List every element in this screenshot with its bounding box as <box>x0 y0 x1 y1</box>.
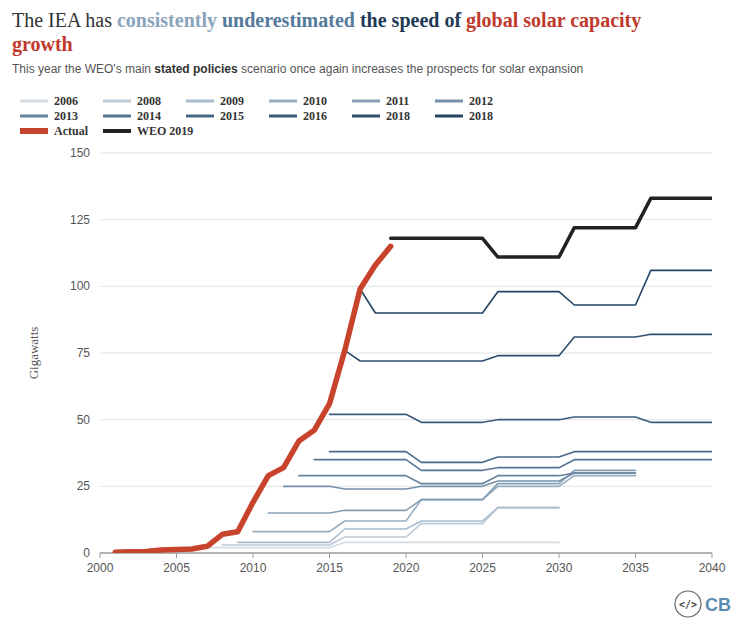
x-tick-label: 2040 <box>699 561 726 575</box>
chart: 0 25 50 75 100 125 150 2000 2005 2010 2015 2020 2025… <box>0 0 755 633</box>
x-tick <box>100 553 101 558</box>
x-tick-label: 2005 <box>163 561 190 575</box>
y-tick-label: 0 <box>83 546 90 560</box>
legend-swatch <box>186 115 214 118</box>
y-tick-label: 50 <box>77 413 91 427</box>
title-highlight: the speed of <box>360 9 461 31</box>
logo-text: CB <box>705 595 731 615</box>
grid-line <box>100 419 712 420</box>
y-tick-label: 100 <box>70 279 90 293</box>
legend-swatch <box>20 128 48 134</box>
logo-circle <box>675 591 701 617</box>
subtitle: This year the WEO's main stated policies… <box>12 62 742 76</box>
x-tick <box>253 553 254 558</box>
title-highlight: consistently <box>117 9 217 31</box>
series-line <box>330 452 713 463</box>
series-line <box>115 246 390 552</box>
subtitle-text: scenario once again increases the prospe… <box>238 62 584 76</box>
x-tick-label: 2000 <box>87 561 114 575</box>
y-tick-label: 150 <box>70 146 90 160</box>
x-tick-label: 2015 <box>316 561 343 575</box>
logo-code: </> <box>679 599 697 610</box>
legend-label: 2010 <box>303 94 327 108</box>
legend-swatch <box>186 100 214 103</box>
grid-line <box>100 353 712 354</box>
series-line <box>268 470 635 513</box>
y-tick-label: 25 <box>77 479 91 493</box>
legend-label: 2013 <box>54 109 78 123</box>
grid-line <box>100 153 712 154</box>
y-axis-label: Gigawatts <box>26 327 41 380</box>
legend-label: 2009 <box>220 94 244 108</box>
legend-label: 2006 <box>54 94 78 108</box>
grid-line <box>100 486 712 487</box>
x-tick <box>329 553 330 558</box>
series-line <box>345 334 712 361</box>
subtitle-emphasis: stated policies <box>154 62 237 76</box>
title-highlight: underestimated <box>222 9 355 31</box>
legend-swatch <box>269 100 297 103</box>
x-tick-label: 2010 <box>240 561 267 575</box>
x-tick <box>712 553 713 558</box>
title: The IEA has consistently underestimated … <box>12 8 652 56</box>
legend-swatch <box>103 115 131 118</box>
legend-label: 2014 <box>137 109 161 123</box>
x-tick <box>406 553 407 558</box>
legend-label: 2011 <box>386 94 409 108</box>
legend-swatch <box>20 100 48 103</box>
series-line <box>284 473 636 489</box>
x-tick <box>482 553 483 558</box>
x-tick-label: 2035 <box>622 561 649 575</box>
series-line <box>360 270 712 313</box>
legend-swatch <box>103 100 131 103</box>
y-tick-label: 125 <box>70 213 90 227</box>
legend-swatch <box>352 100 380 103</box>
title-text <box>355 9 360 31</box>
legend-label: 2012 <box>469 94 493 108</box>
legend-label: 2016 <box>303 109 327 123</box>
x-tick-label: 2020 <box>393 561 420 575</box>
x-tick <box>176 553 177 558</box>
series-line <box>299 473 636 484</box>
legend-label: Actual <box>54 124 89 138</box>
x-tick <box>559 553 560 558</box>
series-line <box>330 414 713 422</box>
legend-swatch <box>20 115 48 118</box>
title-text: The IEA has <box>12 9 117 31</box>
subtitle-text: This year the WEO's main <box>12 62 154 76</box>
legend-label: WEO 2019 <box>137 124 193 138</box>
title-text <box>461 9 466 31</box>
legend-label: 2018 <box>469 109 493 123</box>
y-tick-label: 75 <box>77 346 91 360</box>
legend-swatch <box>269 115 297 118</box>
grid-line <box>100 219 712 220</box>
series-line <box>391 198 712 257</box>
legend-swatch <box>435 100 463 103</box>
series-line <box>314 460 712 471</box>
legend-label: 2015 <box>220 109 244 123</box>
legend-label: 2008 <box>137 94 161 108</box>
title-text <box>217 9 222 31</box>
legend-swatch <box>352 115 380 118</box>
legend-swatch <box>103 129 131 133</box>
plot-area <box>115 198 712 552</box>
x-tick-label: 2030 <box>546 561 573 575</box>
x-tick <box>635 553 636 558</box>
grid-line <box>100 286 712 287</box>
legend-swatch <box>435 115 463 118</box>
legend-label: 2018 <box>386 109 410 123</box>
x-tick-label: 2025 <box>469 561 496 575</box>
